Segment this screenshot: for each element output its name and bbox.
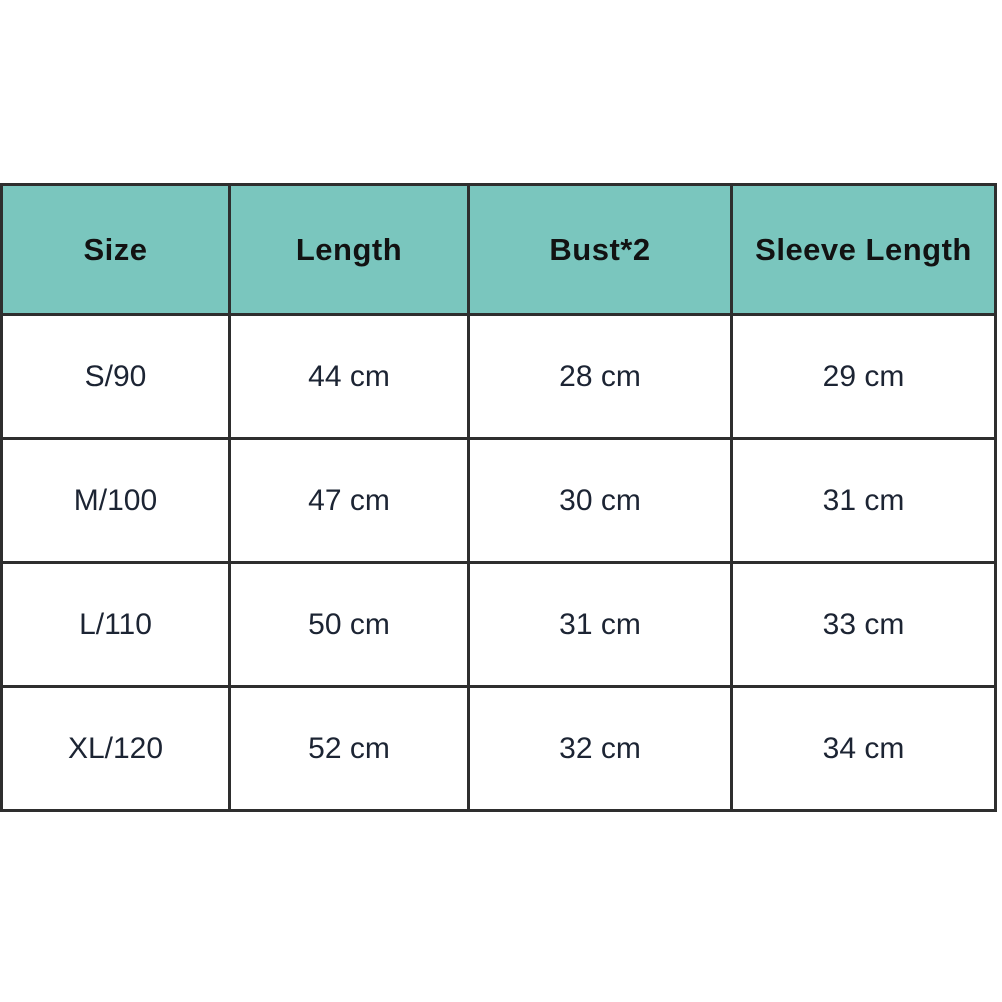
table-row-xl120: XL/120 52 cm 32 cm 34 cm (0, 685, 997, 812)
cell-bust: 30 cm (467, 437, 733, 564)
cell-bust: 31 cm (467, 561, 733, 688)
cell-size: S/90 (0, 313, 231, 440)
cell-size: L/110 (0, 561, 231, 688)
cell-bust: 32 cm (467, 685, 733, 812)
cell-size: XL/120 (0, 685, 231, 812)
cell-length: 47 cm (228, 437, 470, 564)
column-header-sleeve-length: Sleeve Length (730, 183, 997, 316)
cell-sleeve: 31 cm (730, 437, 997, 564)
cell-size: M/100 (0, 437, 231, 564)
table-row-s90: S/90 44 cm 28 cm 29 cm (0, 313, 997, 440)
cell-length: 52 cm (228, 685, 470, 812)
cell-sleeve: 34 cm (730, 685, 997, 812)
table-row-m100: M/100 47 cm 30 cm 31 cm (0, 437, 997, 564)
size-chart-table: Size Length Bust*2 Sleeve Length S/90 44… (0, 183, 997, 812)
cell-sleeve: 33 cm (730, 561, 997, 688)
column-header-bust: Bust*2 (467, 183, 733, 316)
column-header-length: Length (228, 183, 470, 316)
cell-sleeve: 29 cm (730, 313, 997, 440)
header-row: Size Length Bust*2 Sleeve Length (0, 183, 997, 316)
table-row-l110: L/110 50 cm 31 cm 33 cm (0, 561, 997, 688)
cell-bust: 28 cm (467, 313, 733, 440)
cell-length: 44 cm (228, 313, 470, 440)
column-header-size: Size (0, 183, 231, 316)
cell-length: 50 cm (228, 561, 470, 688)
